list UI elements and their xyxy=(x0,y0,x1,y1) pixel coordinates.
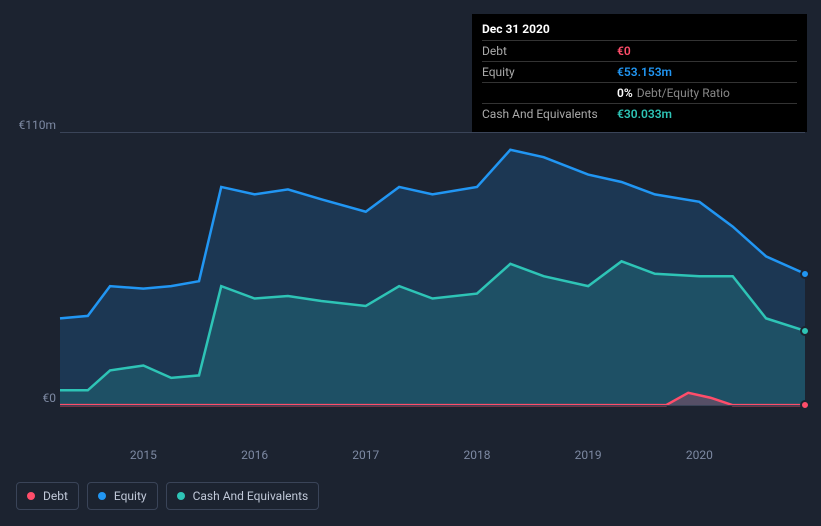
tooltip-row: Cash And Equivalents€30.033m xyxy=(482,103,797,124)
tooltip-label xyxy=(482,86,617,100)
legend-label: Debt xyxy=(43,489,68,503)
tooltip-value: €53.153m xyxy=(617,65,797,79)
tooltip-row: 0%Debt/Equity Ratio xyxy=(482,82,797,103)
series-end-marker-cash xyxy=(800,326,810,336)
x-axis-label: 2019 xyxy=(575,448,602,462)
x-axis-label: 2017 xyxy=(352,448,379,462)
x-axis-label: 2018 xyxy=(463,448,490,462)
y-axis-label: €110m xyxy=(16,118,56,132)
chart-legend: Debt Equity Cash And Equivalents xyxy=(16,482,319,510)
tooltip-row: Debt€0 xyxy=(482,40,797,61)
legend-dot-icon xyxy=(98,492,106,500)
chart-plot-area: €110m€0 201520162017201820192020 xyxy=(16,120,805,440)
legend-dot-icon xyxy=(27,492,35,500)
tooltip-label: Cash And Equivalents xyxy=(482,107,617,121)
legend-item-debt[interactable]: Debt xyxy=(16,482,79,510)
tooltip-date: Dec 31 2020 xyxy=(482,22,797,36)
x-axis-label: 2015 xyxy=(130,448,157,462)
legend-item-equity[interactable]: Equity xyxy=(87,482,158,510)
x-axis-label: 2016 xyxy=(241,448,268,462)
legend-label: Cash And Equivalents xyxy=(193,489,309,503)
tooltip-label: Equity xyxy=(482,65,617,79)
tooltip-row: Equity€53.153m xyxy=(482,61,797,82)
financial-chart: { "tooltip": { "date": "Dec 31 2020", "r… xyxy=(0,0,821,526)
chart-svg xyxy=(16,120,805,440)
y-axis-label: €0 xyxy=(16,391,56,405)
legend-dot-icon xyxy=(177,492,185,500)
legend-label: Equity xyxy=(114,489,147,503)
legend-item-cash[interactable]: Cash And Equivalents xyxy=(166,482,320,510)
series-end-marker-debt xyxy=(800,400,810,410)
gridline xyxy=(60,405,805,406)
tooltip-value: €30.033m xyxy=(617,107,797,121)
tooltip-label: Debt xyxy=(482,44,617,58)
series-end-marker-equity xyxy=(800,269,810,279)
gridline xyxy=(60,132,805,133)
tooltip-ratio: 0%Debt/Equity Ratio xyxy=(617,86,797,100)
chart-tooltip: Dec 31 2020 Debt€0Equity€53.153m0%Debt/E… xyxy=(472,14,807,132)
tooltip-value: €0 xyxy=(617,44,797,58)
x-axis-label: 2020 xyxy=(686,448,713,462)
